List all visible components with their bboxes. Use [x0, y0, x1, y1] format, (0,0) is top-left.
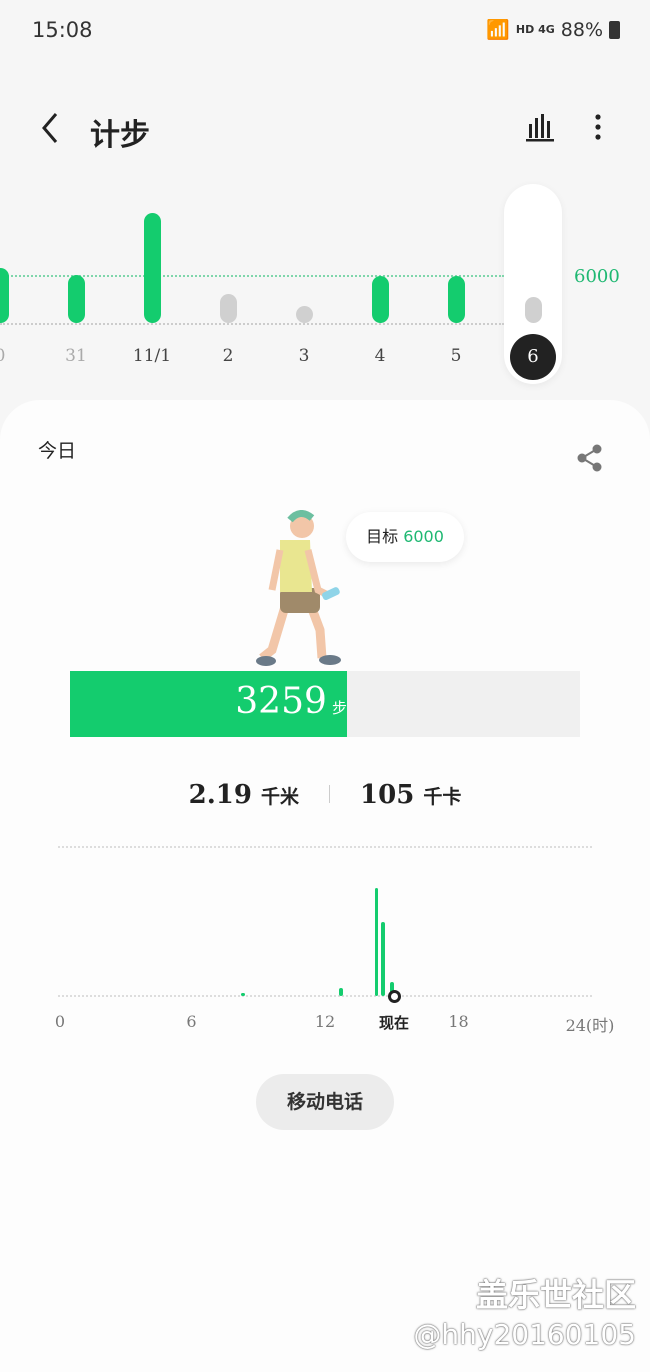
day-label[interactable]: 2	[222, 346, 234, 366]
hourly-top-line	[58, 846, 592, 848]
day-label[interactable]: 0	[0, 346, 5, 366]
chevron-left-icon[interactable]	[36, 110, 66, 146]
day-label[interactable]: 11/1	[132, 346, 172, 366]
now-marker	[387, 990, 401, 1003]
steps-unit: 步	[331, 699, 347, 717]
goal-value: 6000	[403, 527, 444, 546]
hourly-bar	[390, 982, 394, 996]
source-button[interactable]: 移动电话	[256, 1074, 394, 1130]
hour-tick: 现在	[378, 1014, 409, 1032]
network-indicator: HD 4G	[515, 23, 555, 36]
page-title: 计步	[90, 118, 150, 153]
progress-fill	[70, 671, 347, 737]
watermark-line2: @hhy20160105	[413, 1318, 636, 1351]
steps-count: 3259 步	[70, 681, 347, 722]
hour-tick: 12	[314, 1012, 336, 1031]
day-bar[interactable]	[295, 306, 313, 323]
calories-value: 105	[360, 780, 415, 810]
day-label[interactable]: 3	[298, 346, 310, 366]
day-label[interactable]: 5	[450, 346, 462, 366]
today-label: 今日	[38, 440, 77, 462]
day-bar[interactable]	[447, 276, 465, 323]
day-bar[interactable]	[67, 274, 85, 323]
goal-line	[0, 275, 504, 277]
wifi-icon: 📶	[486, 19, 510, 41]
hourly-baseline	[58, 995, 592, 997]
day-bar[interactable]	[219, 294, 237, 323]
goal-prefix: 目标	[366, 527, 399, 546]
goal-bubble: 目标 6000	[346, 512, 464, 562]
hourly-bar	[339, 987, 343, 996]
day-bar[interactable]	[143, 213, 161, 323]
watermark-line1: 盖乐世社区	[475, 1276, 636, 1314]
day-label[interactable]: 31	[65, 346, 87, 366]
day-bar[interactable]	[524, 297, 542, 323]
share-icon[interactable]	[576, 444, 604, 472]
calories-unit: 千卡	[423, 786, 462, 808]
distance-unit: 千米	[261, 786, 300, 808]
battery-level: 88%	[560, 18, 603, 41]
hourly-bar	[381, 922, 385, 996]
more-vertical-icon[interactable]	[590, 112, 606, 142]
status-time: 15:08	[32, 18, 93, 42]
day-bar[interactable]	[371, 276, 389, 323]
baseline	[0, 323, 504, 325]
walker-illustration	[256, 510, 341, 666]
hour-tick: 6	[186, 1012, 197, 1031]
day-bar[interactable]	[0, 268, 9, 323]
hourly-bar	[241, 993, 245, 996]
distance-value: 2.19	[188, 780, 252, 810]
selected-day-label[interactable]: 6	[510, 334, 556, 380]
bar-chart-icon[interactable]	[526, 112, 556, 142]
status-icons: 📶 HD 4G 88%	[486, 18, 620, 41]
battery-icon	[609, 20, 620, 39]
today-card	[0, 400, 650, 1372]
steps-progress-bar: 3259 步	[70, 671, 580, 737]
hour-tick: 0	[54, 1012, 66, 1031]
hourly-bar	[374, 888, 379, 996]
stats-row: 2.19 千米 105 千卡	[0, 780, 650, 810]
day-label[interactable]: 4	[374, 346, 386, 366]
steps-value: 3259	[235, 681, 327, 722]
hour-tick: 18	[448, 1012, 469, 1031]
divider	[329, 785, 331, 803]
hour-tick: 24(时)	[565, 1016, 615, 1035]
goal-label: 6000	[574, 266, 620, 287]
